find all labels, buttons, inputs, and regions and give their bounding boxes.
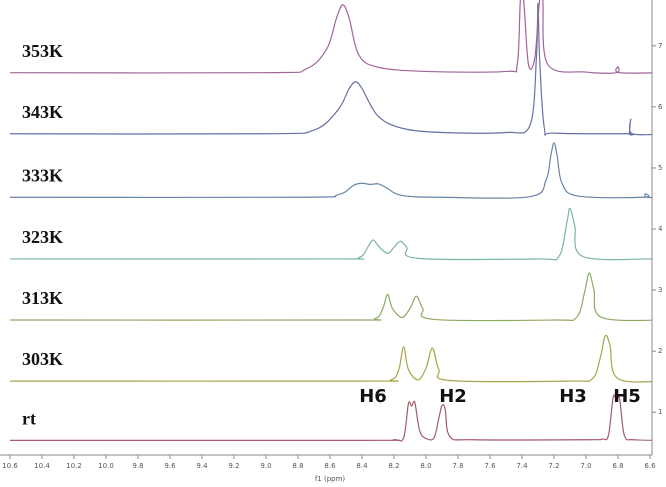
x-tick-label: 9.6 bbox=[164, 462, 176, 470]
y-tick-label: 7 bbox=[658, 42, 662, 50]
spectrum-trace bbox=[9, 334, 652, 383]
spectrum-trace bbox=[9, 394, 652, 442]
x-tick-label: 7.4 bbox=[516, 462, 528, 470]
x-axis-title: f1 (ppm) bbox=[315, 475, 346, 483]
trace-label: 343K bbox=[22, 102, 63, 122]
peak-label: H2 bbox=[439, 386, 467, 407]
y-tick-label: 1 bbox=[658, 408, 662, 416]
x-tick-label: 8.8 bbox=[292, 462, 303, 470]
spectrum-trace bbox=[9, 272, 652, 322]
trace-label: 333K bbox=[22, 165, 63, 185]
x-tick-label: 7.0 bbox=[580, 462, 591, 470]
y-tick-label: 2 bbox=[658, 347, 662, 355]
x-tick-label: 9.0 bbox=[260, 462, 271, 470]
peak-label: H3 bbox=[559, 386, 587, 407]
x-tick-label: 7.6 bbox=[484, 462, 496, 470]
x-tick-label: 10.6 bbox=[2, 462, 18, 470]
x-tick-label: 6.6 bbox=[644, 462, 656, 470]
x-tick-label: 9.8 bbox=[132, 462, 143, 470]
x-tick-label: 8.2 bbox=[388, 462, 399, 470]
spectrum-trace bbox=[9, 2, 652, 136]
x-tick-label: 8.0 bbox=[420, 462, 431, 470]
trace-label: 303K bbox=[22, 349, 63, 369]
x-tick-label: 6.8 bbox=[612, 462, 623, 470]
x-tick-label: 8.4 bbox=[356, 462, 368, 470]
x-tick-label: 9.2 bbox=[228, 462, 239, 470]
y-tick-label: 6 bbox=[658, 103, 663, 111]
trace-label: 323K bbox=[22, 227, 63, 247]
spectrum-trace bbox=[9, 207, 652, 261]
traces bbox=[9, 0, 652, 442]
peak-label: H6 bbox=[359, 386, 387, 407]
trace-label: rt bbox=[22, 408, 36, 428]
y-tick-label: 3 bbox=[658, 286, 662, 294]
y-tick-label: 5 bbox=[658, 164, 662, 172]
x-tick-label: 7.8 bbox=[452, 462, 463, 470]
x-tick-label: 9.4 bbox=[196, 462, 208, 470]
x-tick-label: 10.0 bbox=[98, 462, 114, 470]
x-tick-label: 8.6 bbox=[324, 462, 336, 470]
spectrum-trace bbox=[9, 142, 652, 199]
x-tick-label: 10.4 bbox=[34, 462, 50, 470]
x-tick-label: 10.2 bbox=[66, 462, 82, 470]
trace-label: 313K bbox=[22, 288, 63, 308]
spectrum-trace bbox=[9, 0, 652, 74]
y-tick-label: 4 bbox=[658, 225, 663, 233]
trace-label: 353K bbox=[22, 41, 63, 61]
x-tick-label: 7.2 bbox=[548, 462, 559, 470]
peak-label: H5 bbox=[613, 386, 641, 407]
